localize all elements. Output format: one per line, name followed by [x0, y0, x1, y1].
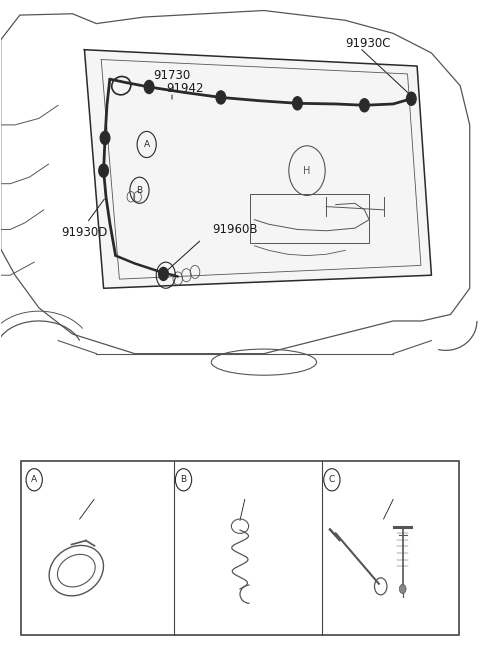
Bar [21, 462, 459, 635]
Text: A: A [31, 476, 37, 484]
Circle shape [99, 164, 108, 177]
Text: 91930D: 91930D [61, 226, 108, 239]
Text: 91960B: 91960B [213, 223, 258, 236]
Text: B: B [180, 476, 187, 484]
Text: 91930C: 91930C [345, 37, 391, 50]
Text: A: A [144, 140, 150, 149]
Circle shape [100, 132, 110, 145]
Circle shape [216, 91, 226, 104]
Text: 91730: 91730 [154, 69, 191, 83]
Polygon shape [84, 50, 432, 288]
Text: 91942: 91942 [166, 83, 204, 96]
Text: 1249NB: 1249NB [371, 491, 415, 501]
Circle shape [360, 99, 369, 112]
Text: H: H [303, 166, 311, 176]
Circle shape [407, 92, 416, 105]
Text: C: C [329, 476, 335, 484]
Circle shape [158, 267, 168, 280]
Circle shape [293, 97, 302, 110]
Text: C: C [163, 271, 169, 280]
Circle shape [399, 584, 406, 593]
Text: B: B [136, 186, 143, 195]
Text: 91942: 91942 [227, 491, 263, 501]
Text: 91981B: 91981B [72, 491, 116, 501]
Circle shape [144, 81, 154, 94]
